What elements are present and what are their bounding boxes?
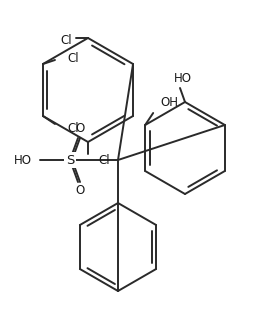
Text: Cl: Cl	[60, 33, 72, 47]
Text: O: O	[75, 122, 85, 136]
Text: OH: OH	[160, 96, 178, 110]
Text: S: S	[66, 153, 74, 167]
Text: HO: HO	[14, 153, 32, 167]
Text: Cl: Cl	[98, 153, 110, 167]
Text: HO: HO	[174, 71, 192, 85]
Text: O: O	[75, 184, 85, 198]
Text: Cl: Cl	[67, 121, 79, 135]
Text: Cl: Cl	[67, 52, 79, 64]
